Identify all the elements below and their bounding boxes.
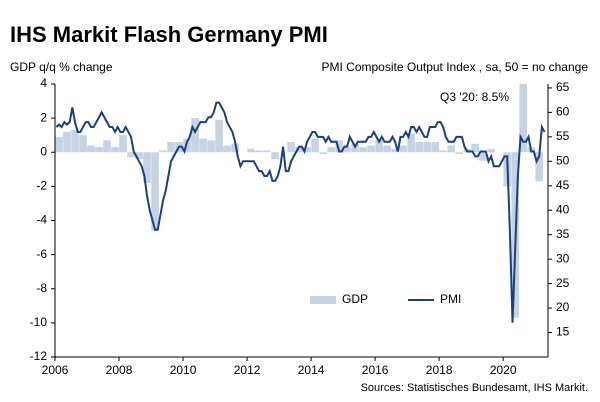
gdp-bar [295,147,303,153]
gdp-bar [479,152,487,161]
pmi-line [55,101,546,323]
gdp-bar [343,147,351,153]
x-tick-label: 2018 [426,363,453,377]
gdp-bar [135,152,143,160]
gdp-bar [431,142,439,153]
y-tick-label: 2 [40,110,47,124]
x-tick-label: 2014 [298,363,325,377]
y2-tick-label: 35 [556,227,570,241]
gdp-bar [79,135,87,153]
gdp-bar [519,84,527,153]
y-tick-label: 0 [40,144,47,158]
gdp-bar [303,147,311,153]
gdp-bar [87,145,95,153]
gdp-bar [207,140,215,153]
x-tick-label: 2010 [170,363,197,377]
x-tick-label: 2008 [106,363,133,377]
gdp-bar [311,138,319,153]
source: Sources: Statistisches Bundesamt, IHS Ma… [361,382,588,394]
gdp-bar [63,131,71,153]
y-tick-label: -2 [36,179,47,193]
gdp-bar [103,140,111,153]
gdp-bar [199,138,207,153]
y2-tick-label: 20 [556,300,570,314]
gdp-bar [223,145,231,153]
gdp-bar [191,118,199,153]
gdp-bar [55,136,63,153]
y2-tick-label: 25 [556,276,570,290]
gdp-bar [167,142,175,153]
plot-area [55,84,546,323]
chart-title: IHS Markit Flash Germany PMI [10,22,328,47]
x-tick-label: 2016 [362,363,389,377]
y2-tick-label: 30 [556,251,570,265]
legend-swatch [310,296,336,304]
y2-tick-label: 50 [556,153,570,167]
gdp-bar [375,140,383,153]
gdp-bar [487,148,495,153]
gdp-bar [151,152,159,231]
gdp-bar [423,142,431,153]
gdp-bar [399,145,407,153]
y-tick-label: 4 [40,76,47,90]
gdp-bar [263,150,271,153]
annotation: Q3 '20: 8.5% [440,90,509,104]
gdp-bar [231,143,239,153]
gdp-bar [383,145,391,153]
y2-tick-label: 45 [556,178,570,192]
gdp-bar [319,152,327,154]
gdp-bar [111,147,119,153]
gdp-bar [407,133,415,153]
y2-tick-label: 40 [556,202,570,216]
legend-label: GDP [342,292,368,306]
gdp-bar [367,145,375,153]
y-tick-label: -12 [30,349,48,363]
y2-axis-label: PMI Composite Output Index , sa, 50 = no… [322,60,589,74]
gdp-bar [255,150,263,153]
gdp-bar [143,152,151,183]
gdp-bar [447,145,455,153]
x-tick-label: 2020 [490,363,517,377]
gdp-bar [247,148,255,153]
y-tick-label: -10 [30,315,48,329]
y2-tick-label: 65 [556,80,570,94]
x-tick-label: 2012 [234,363,261,377]
y2-tick-label: 60 [556,105,570,119]
gdp-bar [391,148,399,153]
gdp-bar [359,147,367,153]
gdp-bar [127,152,135,158]
gdp-bar [439,150,447,153]
gdp-bar [471,143,479,153]
legend-label: PMI [440,292,461,306]
gdp-bar [215,119,223,153]
y2-tick-label: 15 [556,325,570,339]
gdp-bar [95,147,103,153]
gdp-bar [415,142,423,153]
gdp-bar [335,140,343,153]
y-tick-label: -4 [36,213,47,227]
gdp-bar [71,130,79,153]
gdp-bar [271,152,279,160]
y-axis-label: GDP q/q % change [10,60,113,74]
gdp-bar [119,135,127,153]
gdp-bar [327,147,335,153]
y-tick-label: -6 [36,247,47,261]
gdp-bar [287,142,295,153]
y-tick-label: -8 [36,281,47,295]
gdp-bar [455,152,463,154]
gdp-bar [535,152,543,182]
gdp-bar [159,150,167,153]
x-tick-label: 2006 [42,363,69,377]
y2-tick-label: 55 [556,129,570,143]
